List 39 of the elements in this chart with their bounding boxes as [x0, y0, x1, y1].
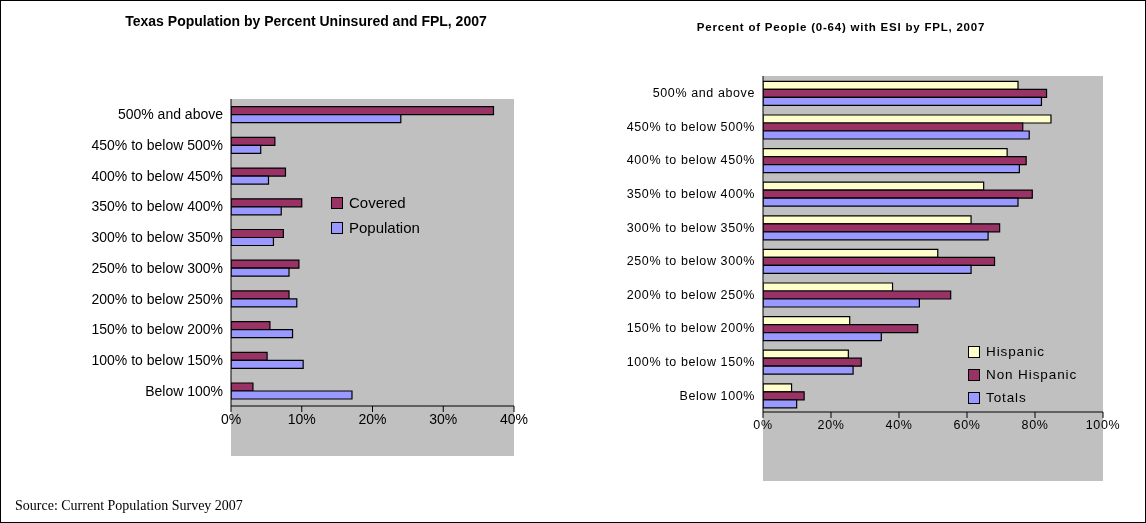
legend-label: Hispanic [986, 344, 1045, 359]
y-tick-label: 500% and above [117, 106, 224, 123]
y-tick-label: 350% to below 400% [91, 198, 223, 215]
legend-label: Covered [349, 194, 406, 211]
chart-title: Texas Population by Percent Uninsured and FPL, 2007 [124, 13, 488, 29]
x-tick-label: 80% [1021, 417, 1049, 432]
chart-title: Percent of People (0-64) with ESI by FPL, 2007 [695, 21, 987, 33]
y-tick-label: 100% to below 150% [91, 351, 223, 368]
x-tick-label: 20% [817, 417, 845, 432]
x-tick-label: 10% [287, 410, 316, 427]
y-tick-label: 250% to below 300% [626, 254, 755, 269]
y-tick-label: 300% to below 350% [626, 220, 755, 235]
legend-label: Totals [986, 390, 1027, 405]
x-tick-label: 40% [499, 410, 529, 427]
y-tick-label: 400% to below 450% [91, 167, 223, 184]
x-tick-label: 30% [429, 410, 458, 427]
x-tick-label: 0% [753, 417, 773, 432]
x-tick-label: 60% [953, 417, 981, 432]
y-tick-label: 250% to below 300% [91, 259, 223, 276]
y-tick-label: Below 100% [679, 388, 755, 403]
y-tick-label: 350% to below 400% [626, 187, 755, 202]
x-tick-label: 0% [220, 410, 242, 427]
y-tick-label: 300% to below 350% [91, 229, 223, 246]
y-tick-label: Below 100% [145, 382, 223, 399]
y-tick-label: 150% to below 200% [91, 321, 223, 338]
y-tick-label: 200% to below 250% [626, 287, 755, 302]
y-tick-label: 450% to below 500% [626, 119, 755, 134]
source-note: Source: Current Population Survey 2007 [15, 498, 243, 514]
y-tick-label: 400% to below 450% [626, 153, 755, 168]
legend-label: Non Hispanic [986, 367, 1078, 382]
y-tick-label: 500% and above [652, 86, 755, 101]
legend-label: Population [349, 219, 420, 236]
y-tick-label: 100% to below 150% [626, 355, 755, 370]
x-tick-label: 20% [358, 410, 387, 427]
y-tick-label: 200% to below 250% [91, 290, 223, 307]
x-tick-label: 40% [885, 417, 913, 432]
x-tick-label: 100% [1085, 417, 1121, 432]
y-tick-label: 450% to below 500% [91, 137, 223, 154]
y-tick-label: 150% to below 200% [626, 321, 755, 336]
